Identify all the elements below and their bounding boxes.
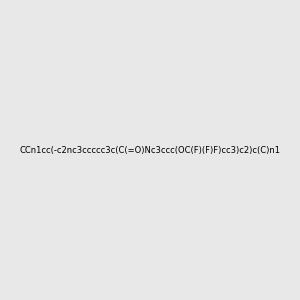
Text: CCn1cc(-c2nc3ccccc3c(C(=O)Nc3ccc(OC(F)(F)F)cc3)c2)c(C)n1: CCn1cc(-c2nc3ccccc3c(C(=O)Nc3ccc(OC(F)(F…	[20, 146, 281, 154]
